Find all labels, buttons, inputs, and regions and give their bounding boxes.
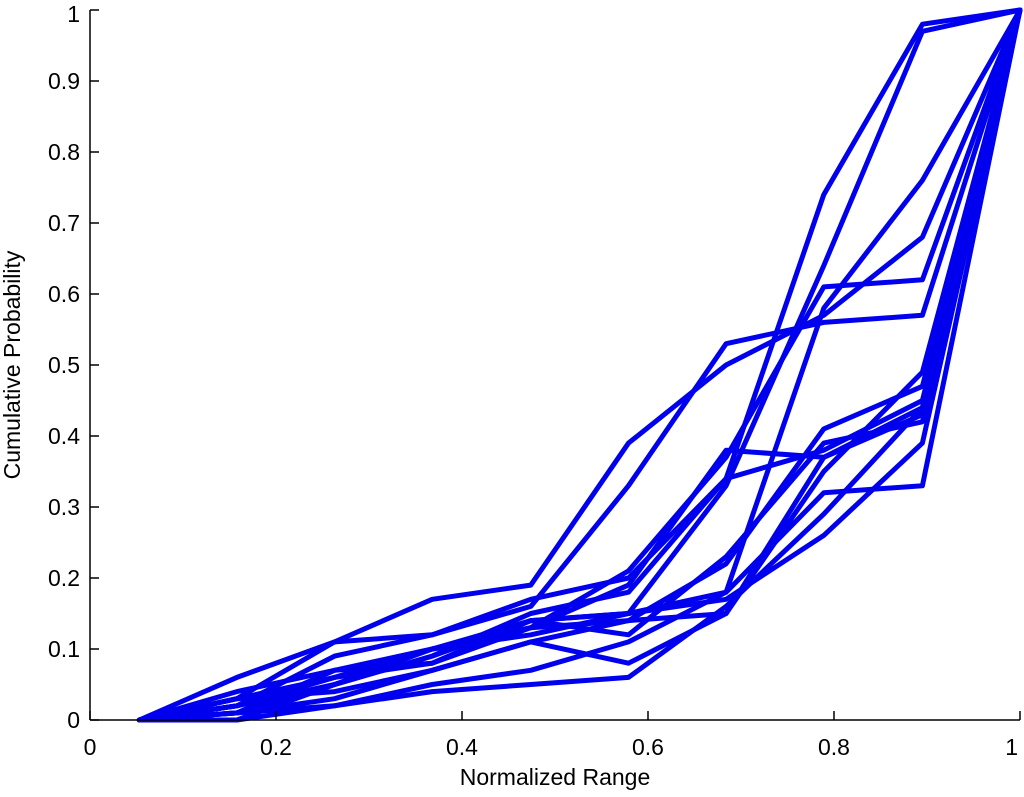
series-line-10 (136, 7, 1023, 723)
series-line-13 (136, 7, 1023, 723)
y-tick-label: 0.4 (48, 423, 80, 449)
series-line-9 (136, 7, 1023, 723)
y-tick-label: 0.8 (48, 139, 80, 165)
series-layer (136, 7, 1023, 723)
y-tick-label: 1 (67, 1, 80, 27)
x-ticks: 0 0.2 0.4 0.6 0.8 1 (84, 711, 1021, 760)
x-axis-title: Normalized Range (460, 764, 650, 790)
x-tick-label: 0.4 (446, 734, 478, 760)
y-tick-label: 0.2 (48, 565, 80, 591)
x-tick-label: 0.6 (632, 734, 664, 760)
x-tick-label: 0 (84, 734, 97, 760)
y-tick-label: 0.3 (48, 494, 80, 520)
y-tick-label: 0.5 (48, 352, 80, 378)
y-tick-label: 0.1 (48, 636, 80, 662)
series-line-2 (136, 7, 1023, 723)
series-line-4 (136, 7, 1023, 723)
series-line-12 (136, 7, 1023, 723)
y-ticks: 0 0.1 0.2 0.3 0.4 0.5 0.6 0.7 0.8 0.9 1 (48, 1, 99, 733)
y-tick-label: 0.9 (48, 68, 80, 94)
series-line-14 (136, 7, 1023, 723)
y-tick-label: 0.7 (48, 210, 80, 236)
x-tick-label: 0.2 (260, 734, 292, 760)
y-axis-title: Cumulative Probability (0, 250, 25, 479)
x-tick-label: 1 (1005, 734, 1018, 760)
y-tick-label: 0.6 (48, 281, 80, 307)
x-tick-label: 0.8 (818, 734, 850, 760)
series-line-15 (136, 7, 1023, 723)
series-line-1 (136, 7, 1023, 723)
y-tick-label: 0 (67, 707, 80, 733)
series-line-7 (136, 7, 1023, 723)
